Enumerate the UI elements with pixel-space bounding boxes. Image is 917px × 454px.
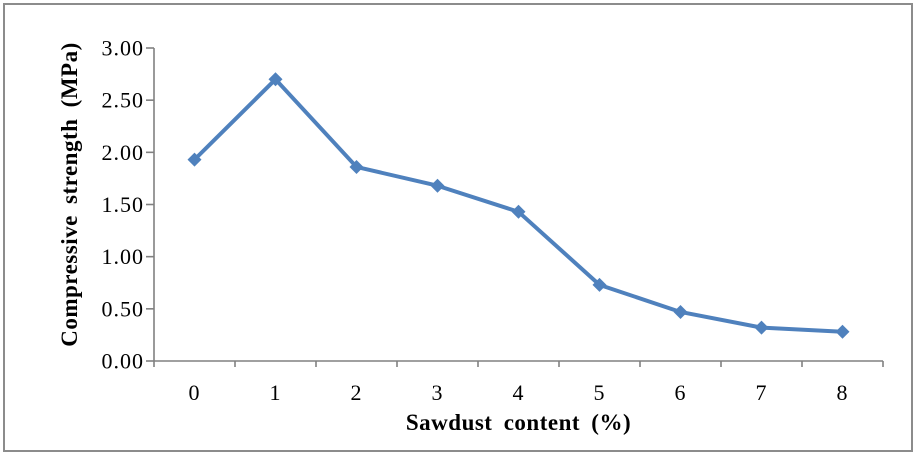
y-axis-tick-label: 1.50: [102, 192, 145, 217]
x-axis-tick-label: 7: [756, 380, 768, 405]
y-axis-tick-label: 1.00: [102, 244, 145, 269]
y-axis-tick-label: 2.00: [102, 140, 145, 165]
x-axis-tick-label: 5: [594, 380, 606, 405]
data-point-marker: [511, 204, 526, 219]
data-point-marker: [268, 72, 283, 87]
x-axis-tick-label: 0: [189, 380, 201, 405]
y-axis-tick-label: 2.50: [102, 88, 145, 113]
x-axis-tick-label: 2: [351, 380, 363, 405]
data-point-marker: [349, 159, 364, 174]
x-axis-tick-label: 1: [270, 380, 282, 405]
x-axis-tick-label: 4: [513, 380, 525, 405]
data-point-marker: [430, 178, 445, 193]
y-axis-title: Compressive strength (MPa): [57, 42, 82, 347]
x-axis-tick-label: 3: [432, 380, 444, 405]
data-point-marker: [754, 320, 769, 335]
y-axis-tick-label: 0.00: [102, 349, 145, 374]
x-axis-tick-label: 6: [675, 380, 687, 405]
x-axis-tick-label: 8: [837, 380, 849, 405]
data-point-marker: [187, 152, 202, 167]
x-axis-title: Sawdust content (%): [406, 410, 631, 435]
data-point-marker: [592, 277, 607, 292]
data-point-marker: [673, 304, 688, 319]
y-axis-tick-label: 3.00: [102, 36, 145, 61]
data-point-marker: [835, 324, 850, 339]
y-axis-tick-label: 0.50: [102, 296, 145, 321]
